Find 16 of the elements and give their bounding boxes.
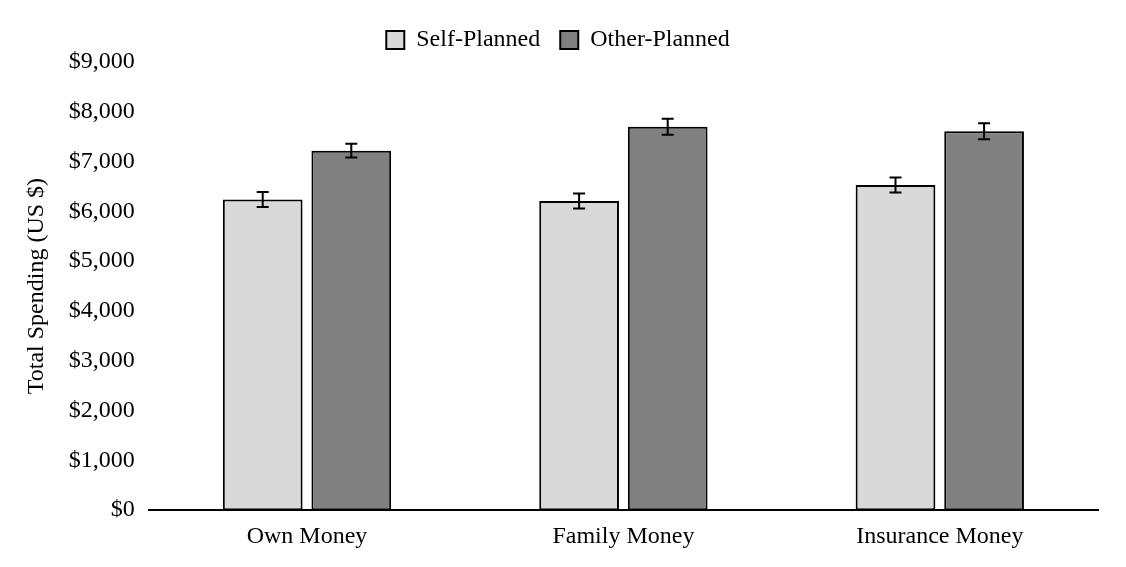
y-tick-label: $6,000 — [68, 196, 135, 223]
legend-label: Other-Planned — [590, 25, 730, 52]
y-tick-label: $0 — [110, 495, 135, 522]
y-tick-label: $9,000 — [68, 47, 135, 74]
y-tick-label: $7,000 — [68, 146, 135, 173]
x-tick-label: Insurance Money — [856, 521, 1024, 548]
y-tick-label: $4,000 — [68, 296, 135, 323]
legend-label: Self-Planned — [416, 25, 541, 52]
y-tick-label: $8,000 — [68, 97, 135, 124]
y-tick-label: $3,000 — [68, 346, 135, 373]
y-axis-title: Total Spending (US $) — [21, 177, 48, 395]
y-tick-label: $2,000 — [68, 395, 135, 422]
x-tick-label: Family Money — [552, 521, 695, 548]
y-tick-label: $5,000 — [68, 246, 135, 273]
x-tick-label: Own Money — [246, 521, 368, 548]
y-tick-label: $1,000 — [68, 445, 135, 472]
